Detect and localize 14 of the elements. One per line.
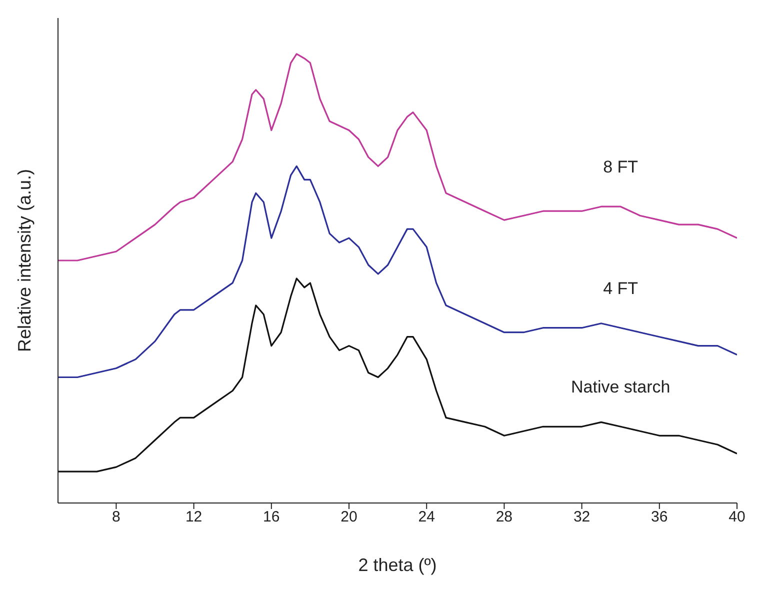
x-tick-label: 28 (496, 508, 513, 526)
x-tick-label: 40 (728, 508, 746, 526)
series-label: 8 FT (603, 158, 638, 177)
series-label: 4 FT (603, 278, 638, 298)
y-axis-title: Relative intensity (a.u.) (14, 168, 34, 352)
x-axis-title: 2 theta (º) (358, 555, 437, 575)
x-tick-label: 32 (573, 508, 590, 526)
x-tick-label: 36 (651, 508, 668, 526)
series-label: Native starch (571, 378, 670, 397)
x-tick-label: 12 (185, 508, 202, 526)
x-tick-label: 16 (263, 508, 280, 526)
x-tick-label: 24 (418, 508, 435, 526)
x-tick-label: 20 (340, 508, 358, 526)
x-tick-label: 8 (112, 508, 120, 526)
